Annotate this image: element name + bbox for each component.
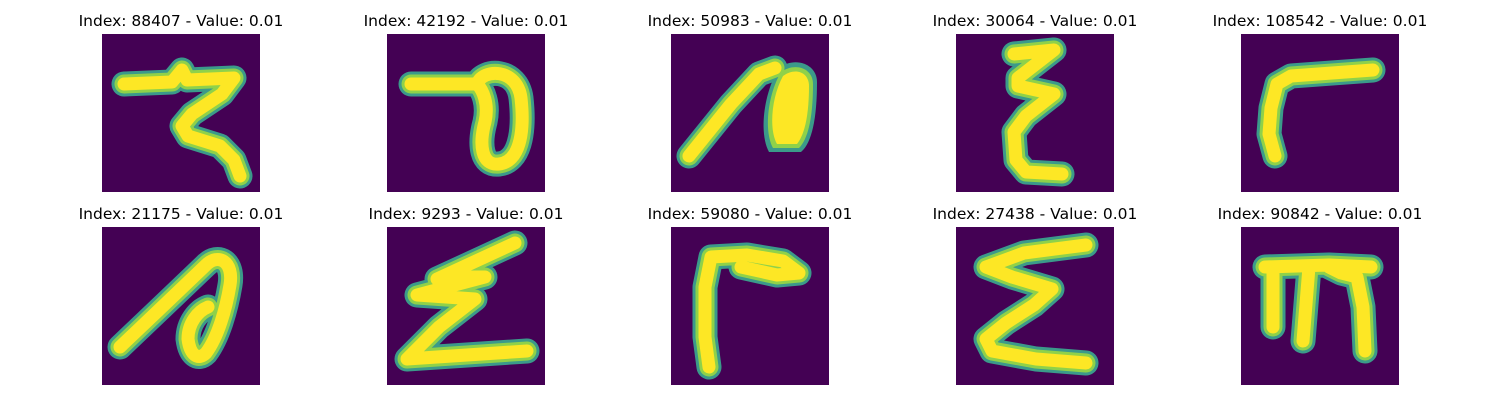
panel-title-3: Index: 50983 - Value: 0.01 (647, 12, 853, 30)
digit-panel-2 (387, 34, 545, 192)
digit-panel-9 (956, 227, 1114, 385)
handwritten-glyph-9 (973, 232, 1099, 376)
digit-panel-8 (671, 227, 829, 385)
digit-panel-10 (1241, 227, 1399, 385)
panel-title-8: Index: 59080 - Value: 0.01 (647, 205, 853, 223)
digit-panel-4 (956, 34, 1114, 192)
panel-title-9: Index: 27438 - Value: 0.01 (932, 205, 1138, 223)
digit-image-5 (1241, 34, 1399, 192)
panel-title-6: Index: 21175 - Value: 0.01 (78, 205, 284, 223)
digit-image-6 (102, 227, 260, 385)
digit-image-1 (102, 34, 260, 192)
digit-image-2 (387, 34, 545, 192)
handwritten-glyph-6 (107, 247, 244, 369)
handwritten-glyph-5 (1256, 57, 1386, 169)
digit-image-9 (956, 227, 1114, 385)
handwritten-glyph-1 (111, 57, 253, 189)
handwritten-glyph-2 (398, 60, 535, 177)
digit-panel-5 (1241, 34, 1399, 192)
digit-image-8 (671, 227, 829, 385)
panel-title-1: Index: 88407 - Value: 0.01 (78, 12, 284, 30)
panel-title-7: Index: 9293 - Value: 0.01 (368, 205, 564, 223)
panel-title-5: Index: 108542 - Value: 0.01 (1212, 12, 1428, 30)
handwritten-glyph-10 (1252, 252, 1384, 364)
digit-panel-1 (102, 34, 260, 192)
panel-title-2: Index: 42192 - Value: 0.01 (363, 12, 569, 30)
handwritten-glyph-4 (1001, 37, 1075, 187)
digit-panel-6 (102, 227, 260, 385)
panel-title-4: Index: 30064 - Value: 0.01 (932, 12, 1138, 30)
panel-title-10: Index: 90842 - Value: 0.01 (1217, 205, 1423, 223)
digit-image-10 (1241, 227, 1399, 385)
handwritten-glyph-3 (676, 55, 817, 169)
digit-panel-3 (671, 34, 829, 192)
digit-image-7 (387, 227, 545, 385)
handwritten-glyph-8 (692, 242, 812, 380)
digit-image-4 (956, 34, 1114, 192)
handwritten-glyph-7 (394, 230, 540, 372)
digit-image-3 (671, 34, 829, 192)
digit-panel-7 (387, 227, 545, 385)
